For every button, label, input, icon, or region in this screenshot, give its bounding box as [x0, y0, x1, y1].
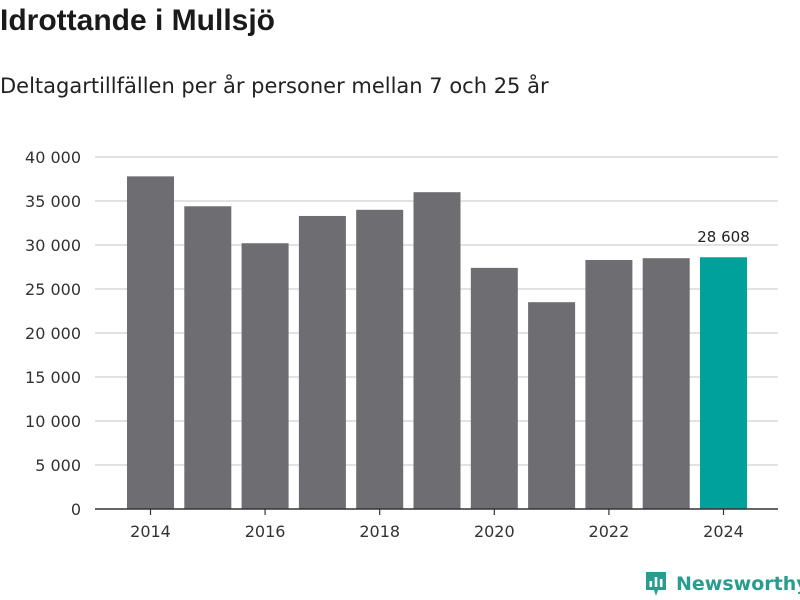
bar-2020	[470, 267, 518, 509]
bar-2024	[700, 257, 747, 509]
y-tick-label: 35 000	[25, 192, 81, 211]
x-tick-label: 2020	[474, 522, 515, 541]
y-tick-label: 20 000	[25, 324, 81, 343]
bar-2017	[298, 215, 346, 509]
y-tick-label: 0	[71, 500, 81, 519]
x-tick-label: 2024	[703, 522, 744, 541]
y-tick-label: 30 000	[25, 236, 81, 255]
x-tick-label: 2022	[589, 522, 630, 541]
bar-2014	[127, 176, 174, 510]
bar-2016	[241, 243, 289, 510]
chart-title: Idrottande i Mullsjö	[0, 4, 275, 37]
x-tick-label: 2014	[130, 522, 171, 541]
y-tick-label: 25 000	[25, 280, 81, 299]
bar-2023	[642, 258, 690, 509]
bar-2018	[356, 209, 404, 510]
y-tick-label: 40 000	[25, 148, 81, 167]
y-tick-label: 10 000	[25, 412, 81, 431]
chart-subtitle: Deltagartillfällen per år personer mella…	[0, 74, 549, 98]
bar-2021	[528, 302, 576, 509]
newsworthy-logo-icon	[646, 572, 666, 596]
x-tick-label: 2018	[359, 522, 400, 541]
bar-2015	[184, 206, 232, 509]
bar-2019	[413, 192, 461, 509]
data-label: 28 608	[697, 228, 750, 246]
y-tick-label: 15 000	[25, 368, 81, 387]
bar-2022	[585, 259, 633, 509]
y-tick-label: 5 000	[35, 456, 81, 475]
newsworthy-brand: Newsworthy	[644, 570, 800, 598]
x-tick-label: 2016	[245, 522, 286, 541]
brand-name: Newsworthy	[676, 573, 800, 595]
